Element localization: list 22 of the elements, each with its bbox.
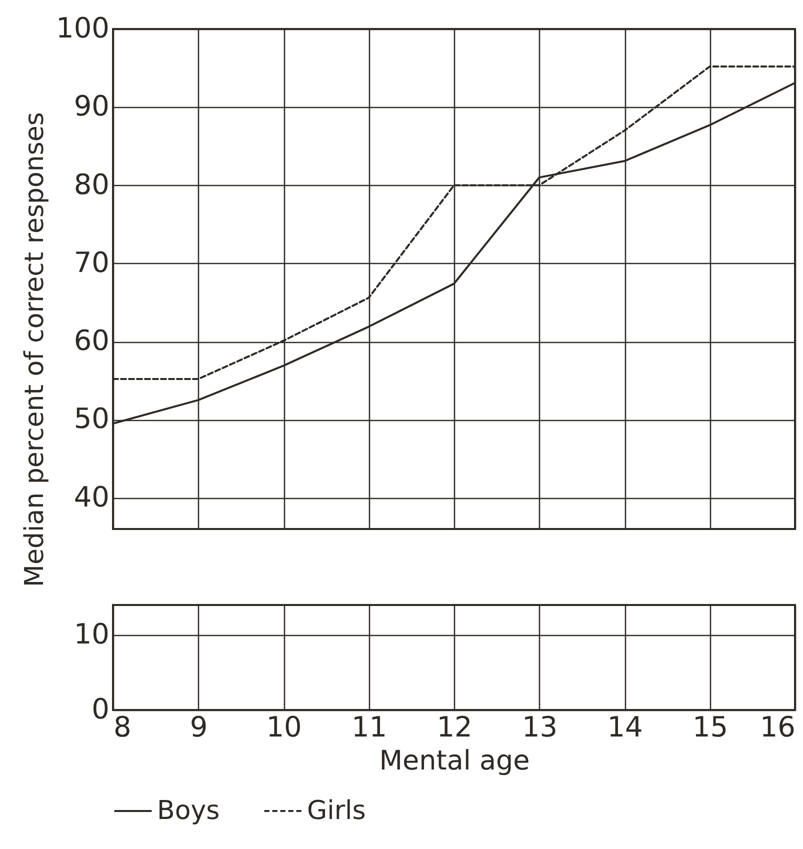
x-tick-label: 10 (266, 710, 302, 744)
x-tick-label: 11 (351, 710, 388, 744)
y-tick-label: 90 (74, 90, 110, 123)
x-axis-title: Mental age (379, 746, 530, 776)
x-tick-label: 16 (760, 710, 796, 744)
x-tick-label: 12 (436, 710, 472, 744)
y-tick-label: 70 (74, 246, 110, 279)
y-tick-label: 10 (74, 618, 110, 650)
x-tick-label: 14 (607, 710, 643, 744)
y-tick-label: 40 (74, 480, 110, 514)
y-axis-title: Median percent of correct responses (20, 112, 50, 587)
y-tick-label: 60 (74, 324, 110, 357)
y-tick-label: 50 (74, 402, 110, 436)
x-tick-label: 15 (692, 710, 728, 744)
x-tick-label: 9 (190, 710, 208, 744)
x-tick-label: 8 (114, 710, 132, 744)
y-tick-label: 100 (56, 12, 110, 44)
legend-label: Boys (157, 796, 220, 826)
x-tick-label: 13 (522, 710, 558, 744)
legend-label: Girls (307, 796, 366, 826)
y-tick-label: 0 (92, 692, 110, 726)
y-tick-label: 80 (74, 168, 110, 201)
